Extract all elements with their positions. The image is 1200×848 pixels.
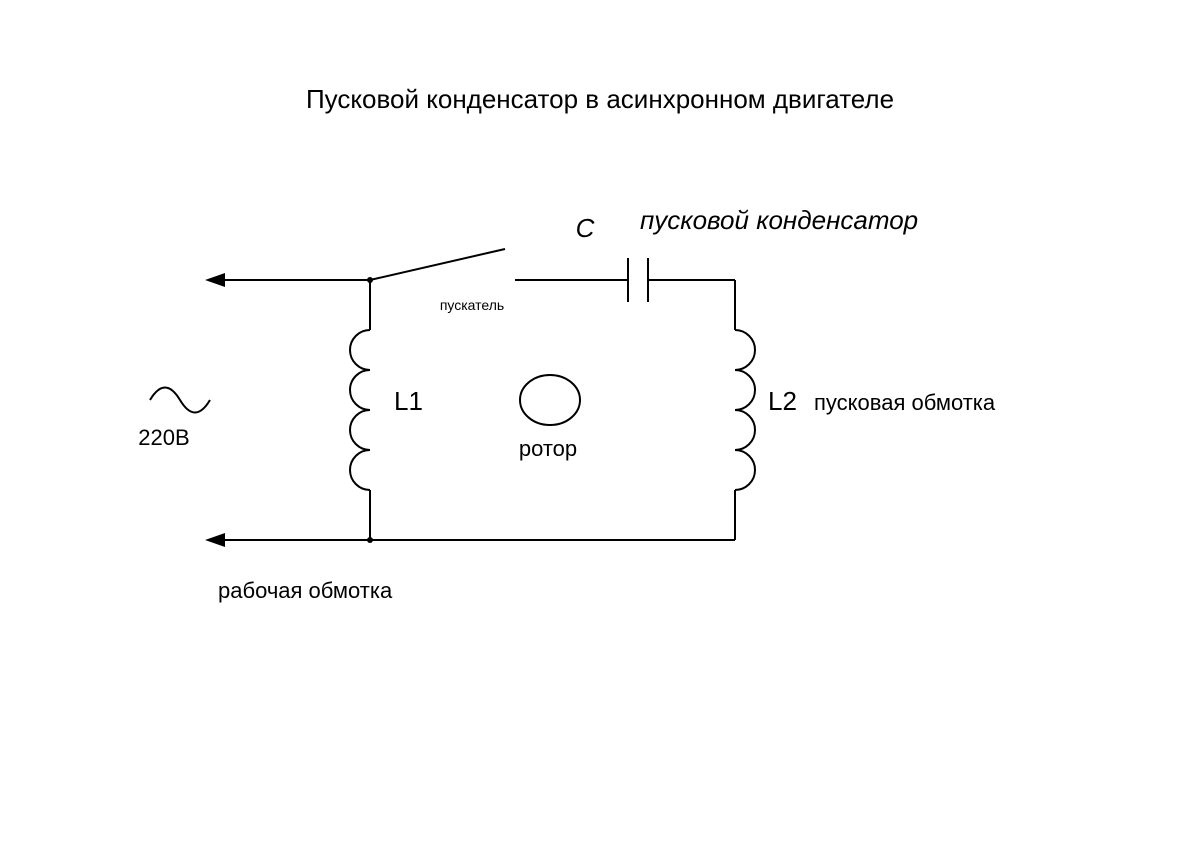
rotor-label: ротор xyxy=(519,436,577,461)
l1-label: L1 xyxy=(394,386,423,416)
voltage-label: 220В xyxy=(138,425,189,450)
starter-label: пускатель xyxy=(440,297,504,313)
capacitor-symbol-label: С xyxy=(576,213,595,243)
diagram-bg xyxy=(0,0,1200,848)
start-winding-label: пусковая обмотка xyxy=(814,390,996,415)
diagram-title: Пусковой конденсатор в асинхронном двига… xyxy=(306,84,894,114)
l2-label: L2 xyxy=(768,386,797,416)
capacitor-text-label: пусковой конденсатор xyxy=(640,205,918,235)
work-winding-label: рабочая обмотка xyxy=(218,578,393,603)
